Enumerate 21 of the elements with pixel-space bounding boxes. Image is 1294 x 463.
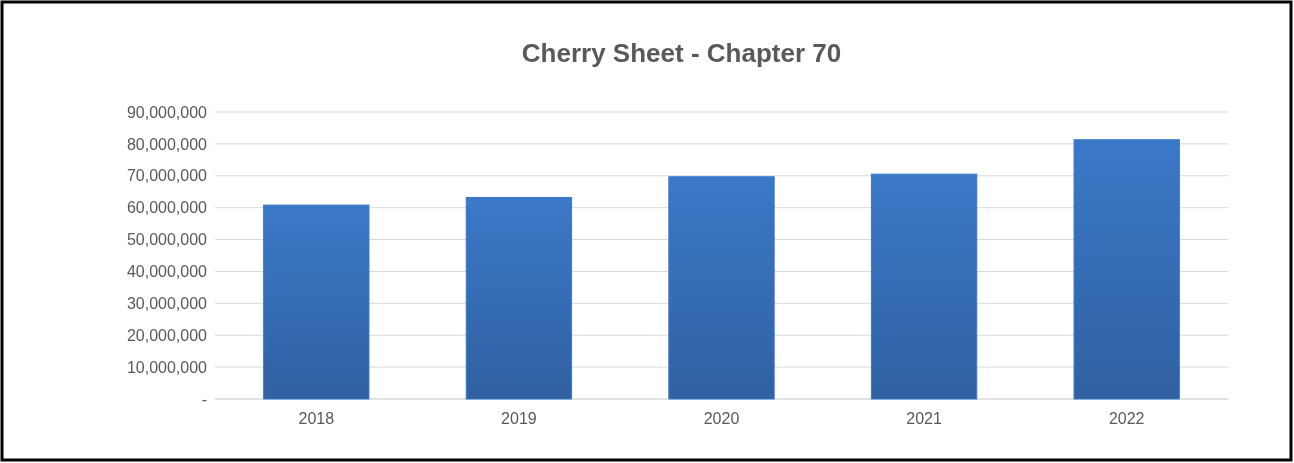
y-tick-label: 70,000,000: [126, 167, 208, 185]
bar: [870, 173, 978, 400]
chart-title: Cherry Sheet - Chapter 70: [521, 38, 842, 68]
bar: [465, 196, 573, 400]
y-tick-label: 30,000,000: [126, 294, 208, 312]
bar: [668, 176, 775, 400]
y-tick-label: -: [201, 390, 207, 408]
y-tick-label: 10,000,000: [126, 358, 208, 376]
y-tick-label: 80,000,000: [126, 135, 208, 153]
x-tick-label: 2018: [298, 410, 335, 428]
bar: [1073, 139, 1180, 400]
y-tick-label: 20,000,000: [126, 326, 208, 344]
y-tick-label: 40,000,000: [126, 263, 208, 281]
x-tick-label: 2019: [501, 410, 537, 428]
y-tick-label: 60,000,000: [126, 199, 208, 217]
y-tick-label: 50,000,000: [126, 231, 208, 249]
x-tick-label: 2021: [906, 410, 942, 428]
bar: [263, 204, 370, 400]
x-tick-label: 2020: [703, 410, 740, 428]
x-tick-label: 2022: [1108, 410, 1145, 428]
y-tick-label: 90,000,000: [126, 103, 208, 121]
